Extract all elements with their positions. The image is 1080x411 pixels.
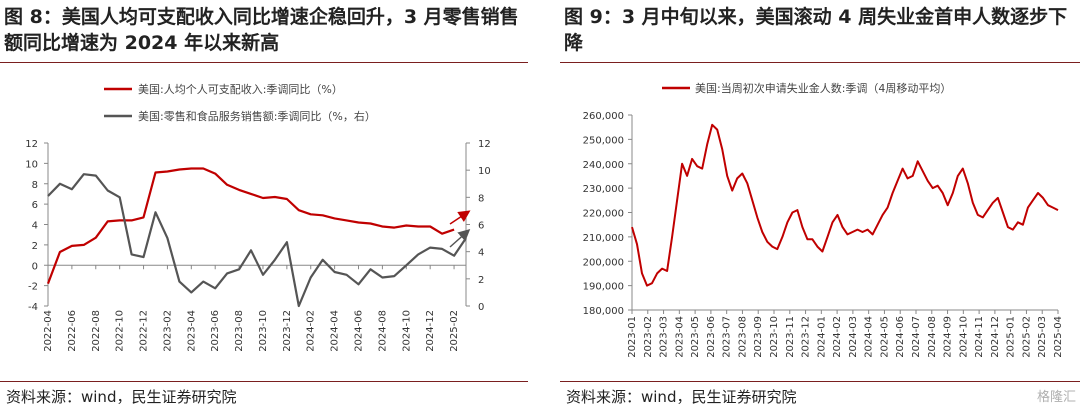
- x-tick-label: 2024-05: [879, 316, 890, 358]
- x-tick-label: 2025-03: [1037, 316, 1048, 358]
- legend-label: 美国:零售和食品服务销售额:季调同比（%，右）: [138, 109, 376, 123]
- x-tick-label: 2022-04: [43, 310, 54, 352]
- x-tick-label: 2024-04: [864, 316, 875, 358]
- x-tick-label: 2024-12: [990, 316, 1001, 358]
- x-tick-label: 2024-08: [927, 316, 938, 358]
- x-tick-label: 2023-10: [258, 310, 269, 352]
- right-figure: 图 9：3 月中旬以来，美国滚动 4 周失业金首申人数逐步下降 180,000 1…: [560, 0, 1080, 411]
- left-chart: -4 -2 0 2 4 6 8 10 12 0 2 4 6 8 10 12 2022-04 2022-06 2022…: [25, 82, 491, 352]
- x-tick-label: 2024-12: [425, 310, 436, 352]
- right-tick-label: 8: [478, 193, 484, 204]
- left-tick-label: 12: [25, 139, 38, 150]
- x-tick-label: 2024-10: [401, 310, 412, 352]
- right-figure-title: 图 9：3 月中旬以来，美国滚动 4 周失业金首申人数逐步下降: [564, 6, 1068, 54]
- x-tick-label: 2025-02: [1021, 316, 1032, 358]
- right-tick-label: 10: [478, 166, 491, 177]
- x-tick-label: 2023-10: [769, 316, 780, 358]
- x-tick-label: 2023-12: [282, 310, 293, 352]
- x-tick-label: 2023-06: [210, 310, 221, 352]
- x-tick-label: 2023-03: [659, 316, 670, 358]
- right-chart: 180,000 190,000 200,000 210,000 220,000 230,0…: [583, 81, 1064, 358]
- gray-up-arrow: [449, 229, 471, 248]
- x-tick-label: 2023-05: [690, 316, 701, 358]
- left-tick-label: 10: [25, 159, 38, 170]
- right-tick-label: 2: [478, 275, 484, 286]
- x-tick-label: 2022-06: [67, 310, 78, 352]
- left-source: 资料来源：wind，民生证券研究院: [6, 388, 237, 406]
- left-tick-label: -2: [28, 282, 38, 293]
- x-tick-label: 2022-12: [139, 310, 150, 352]
- x-tick-label: 2024-11: [974, 316, 985, 358]
- right-source: 资料来源：wind，民生证券研究院: [566, 388, 797, 406]
- y-tick-label: 230,000: [583, 184, 624, 195]
- x-tick-label: 2024-01: [816, 316, 827, 358]
- red-up-arrow: [449, 210, 471, 225]
- left-tick-label: 4: [32, 221, 38, 232]
- x-tick-label: 2022-08: [91, 310, 102, 352]
- x-tick-label: 2023-09: [753, 316, 764, 358]
- right-tick-label: 12: [478, 139, 491, 150]
- x-tick-label: 2024-09: [943, 316, 954, 358]
- left-figure-title: 图 8：美国人均可支配收入同比增速企稳回升，3 月零售销售额同比增速为 2024…: [4, 6, 519, 54]
- x-tick-label: 2023-08: [234, 310, 245, 352]
- left-tick-label: 8: [32, 180, 38, 191]
- right-tick-label: 0: [478, 302, 484, 313]
- left-tick-label: 6: [32, 200, 38, 211]
- x-tick-label: 2024-10: [958, 316, 969, 358]
- left-tick-label: 0: [32, 261, 38, 272]
- y-tick-label: 180,000: [583, 306, 624, 317]
- left-tick-label: -4: [28, 302, 38, 313]
- left-tick-label: 2: [32, 241, 38, 252]
- watermark-logo: 格隆汇: [1036, 390, 1076, 405]
- x-tick-label: 2023-06: [706, 316, 717, 358]
- y-tick-label: 240,000: [583, 160, 624, 171]
- x-tick-label: 2023-04: [186, 310, 197, 352]
- left-source-rule: [0, 381, 528, 382]
- legend-label: 美国:当周初次申请失业金人数:季调（4周移动平均）: [695, 81, 951, 95]
- jobless-claims-line: [631, 123, 1059, 287]
- x-tick-label: 2024-06: [895, 316, 906, 358]
- x-tick-label: 2024-07: [911, 316, 922, 358]
- income-growth-line: [46, 167, 455, 284]
- x-tick-label: 2022-10: [115, 310, 126, 352]
- x-tick-label: 2023-04: [674, 316, 685, 358]
- right-title-rule: [560, 62, 1080, 63]
- y-tick-label: 210,000: [583, 233, 624, 244]
- retail-sales-line: [47, 173, 467, 308]
- x-tick-label: 2023-01: [627, 316, 638, 358]
- right-tick-label: 6: [478, 221, 484, 232]
- left-figure: 图 8：美国人均可支配收入同比增速企稳回升，3 月零售销售额同比增速为 2024…: [0, 0, 528, 411]
- legend-label: 美国:人均个人可支配收入:季调同比（%）: [138, 82, 343, 96]
- x-tick-label: 2023-12: [801, 316, 812, 358]
- x-tick-label: 2024-02: [306, 310, 317, 352]
- x-tick-label: 2023-02: [643, 316, 654, 358]
- x-tick-label: 2024-08: [377, 310, 388, 352]
- x-tick-label: 2025-02: [449, 310, 460, 352]
- y-tick-label: 200,000: [583, 257, 624, 268]
- x-tick-label: 2023-11: [785, 316, 796, 358]
- right-source-rule: [560, 381, 1080, 382]
- x-tick-label: 2024-03: [848, 316, 859, 358]
- x-tick-label: 2025-04: [1053, 316, 1064, 358]
- x-tick-label: 2024-02: [832, 316, 843, 358]
- x-tick-label: 2023-08: [737, 316, 748, 358]
- y-tick-label: 190,000: [583, 282, 624, 293]
- y-tick-label: 250,000: [583, 135, 624, 146]
- x-tick-label: 2023-07: [722, 316, 733, 358]
- left-title-rule: [0, 62, 528, 63]
- x-tick-label: 2023-02: [162, 310, 173, 352]
- x-tick-label: 2024-06: [354, 310, 365, 352]
- y-tick-label: 260,000: [583, 111, 624, 122]
- x-tick-label: 2024-04: [330, 310, 341, 352]
- y-tick-label: 220,000: [583, 209, 624, 220]
- right-tick-label: 4: [478, 248, 484, 259]
- x-tick-label: 2025-01: [1006, 316, 1017, 358]
